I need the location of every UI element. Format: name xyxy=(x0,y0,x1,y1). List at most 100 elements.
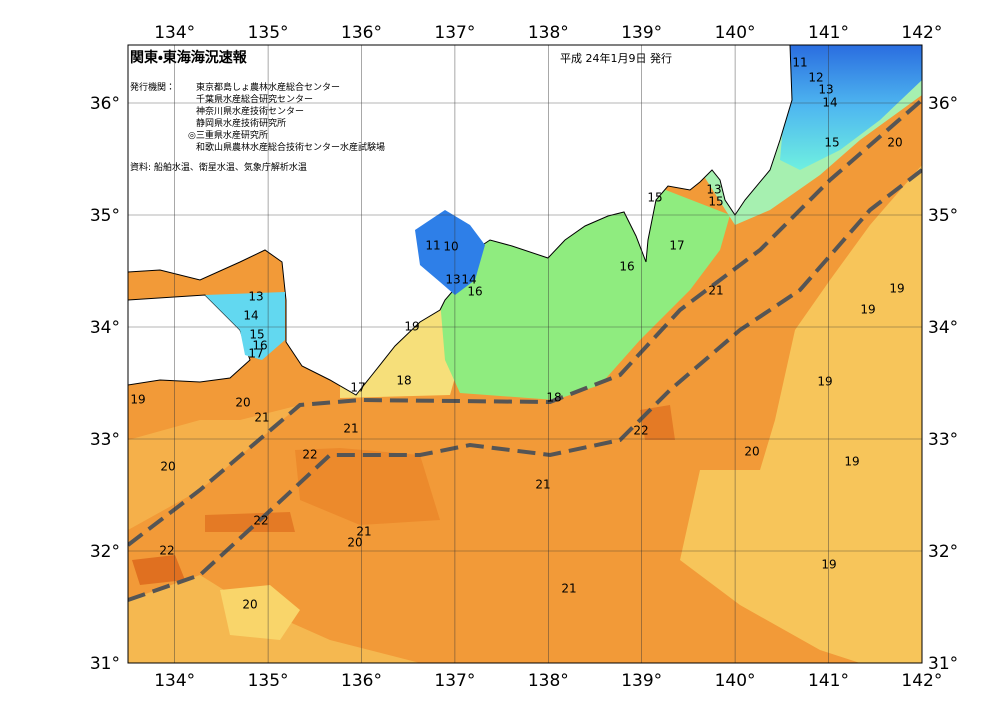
cold-water xyxy=(780,45,922,170)
lon-label: 134° xyxy=(154,23,195,43)
contour-label: 21 xyxy=(343,422,358,436)
map-frame xyxy=(127,44,923,664)
contour-label: 12 xyxy=(808,71,823,85)
warm-patch xyxy=(205,512,295,532)
contour-label: 13 xyxy=(706,183,721,197)
institutions: 東京都島しょ農林水産総合センター千葉県水産総合研究センター神奈川県水産技術センタ… xyxy=(188,81,385,153)
lon-label: 142° xyxy=(901,671,942,691)
warm-patch xyxy=(132,555,185,585)
contour-label: 19 xyxy=(404,320,419,334)
lat-label: 32° xyxy=(928,542,958,562)
title: 関東・東海海況速報 xyxy=(130,49,248,66)
lat-label: 35° xyxy=(928,206,958,226)
contour-label: 15 xyxy=(708,195,723,209)
lon-label: 140° xyxy=(715,23,756,43)
lon-label: 137° xyxy=(434,23,475,43)
contour-label: 13 xyxy=(445,273,460,287)
warm-zone-east xyxy=(680,165,922,663)
contour-label: 19 xyxy=(844,455,859,469)
contour-label: 19 xyxy=(817,375,832,389)
institution: 静岡県水産技術研究所 xyxy=(196,117,286,129)
lat-label: 36° xyxy=(90,94,120,114)
lat-label: 33° xyxy=(90,430,120,450)
inland-sea xyxy=(205,292,285,360)
contour-label: 20 xyxy=(160,460,175,474)
contour-label: 22 xyxy=(253,514,268,528)
contour-label: 16 xyxy=(252,339,267,353)
cool-patch xyxy=(220,585,300,640)
contour-label: 14 xyxy=(243,309,258,323)
lon-label: 135° xyxy=(248,23,289,43)
contour-label: 16 xyxy=(467,285,482,299)
contour-label: 21 xyxy=(708,284,723,298)
lon-label: 136° xyxy=(341,23,382,43)
kuroshio-axis xyxy=(128,168,922,602)
lon-label: 135° xyxy=(248,671,289,691)
contour-label: 20 xyxy=(887,136,902,150)
institution: 和歌山県農林水産総合技術センター水産試験場 xyxy=(196,141,385,153)
lon-label: 134° xyxy=(154,671,195,691)
contour-label: 22 xyxy=(159,544,174,558)
lon-label: 138° xyxy=(528,23,569,43)
contour-label: 16 xyxy=(619,260,634,274)
contour-label: 18 xyxy=(396,374,411,388)
contour-label: 22 xyxy=(633,424,648,438)
contour-label: 17 xyxy=(248,347,263,361)
source: 資料: 船舶水温、衛星水温、気象庁解析水温 xyxy=(130,161,307,173)
contour-label: 20 xyxy=(347,536,362,550)
contour-label: 21 xyxy=(254,411,269,425)
lat-label: 34° xyxy=(928,318,958,338)
lat-label: 36° xyxy=(928,94,958,114)
zone-west xyxy=(128,405,300,530)
ticks: 134° 134° 135° 135° 136° 136° 137° 137° 138° 138°… xyxy=(90,23,958,691)
contour-label: 14 xyxy=(822,96,837,110)
institution: 東京都島しょ農林水産総合センター xyxy=(196,81,340,93)
contour-label: 19 xyxy=(130,393,145,407)
contour-label: 15 xyxy=(824,136,839,150)
lon-label: 141° xyxy=(808,671,849,691)
lon-label: 138° xyxy=(528,671,569,691)
contour-label: 11 xyxy=(792,56,807,70)
lon-label: 142° xyxy=(901,23,942,43)
lat-label: 32° xyxy=(90,542,120,562)
contour-label: 21 xyxy=(561,582,576,596)
contour-label: 20 xyxy=(744,445,759,459)
contour-label: 21 xyxy=(356,525,371,539)
contour-label: 19 xyxy=(821,558,836,572)
lon-label: 137° xyxy=(434,671,475,691)
issue-date: 平成 24年1月9日 発行 xyxy=(560,51,672,65)
warm-patch xyxy=(295,448,440,525)
contour-label: 13 xyxy=(248,290,263,304)
lat-label: 35° xyxy=(90,206,120,226)
contour-label: 17 xyxy=(350,381,365,395)
contour-label: 19 xyxy=(860,303,875,317)
contour-label: 11 xyxy=(425,239,440,253)
contour-label: 15 xyxy=(249,328,264,342)
lat-label: 33° xyxy=(928,430,958,450)
lon-label: 136° xyxy=(341,671,382,691)
contour-label: 14 xyxy=(461,273,476,287)
institution: ◎三重県水産研究所 xyxy=(188,129,268,141)
contour-label: 13 xyxy=(818,83,833,97)
ise-bay xyxy=(415,210,485,295)
lon-label: 139° xyxy=(621,671,662,691)
lat-label: 34° xyxy=(90,318,120,338)
lon-label: 141° xyxy=(808,23,849,43)
contour-label: 19 xyxy=(889,282,904,296)
lon-label: 140° xyxy=(715,671,756,691)
contour-label: 21 xyxy=(535,478,550,492)
contour-label: 20 xyxy=(235,396,250,410)
lon-label: 139° xyxy=(621,23,662,43)
institution: 神奈川県水産技術センター xyxy=(196,105,304,117)
lat-label: 31° xyxy=(90,654,120,674)
institution: 千葉県水産総合研究センター xyxy=(196,93,313,105)
contour-label: 10 xyxy=(443,240,458,254)
contour-label: 18 xyxy=(546,391,561,405)
contour-label: 15 xyxy=(647,191,662,205)
contour-label: 17 xyxy=(669,239,684,253)
lat-label: 31° xyxy=(928,654,958,674)
publisher-label: 発行機関： xyxy=(130,81,175,93)
